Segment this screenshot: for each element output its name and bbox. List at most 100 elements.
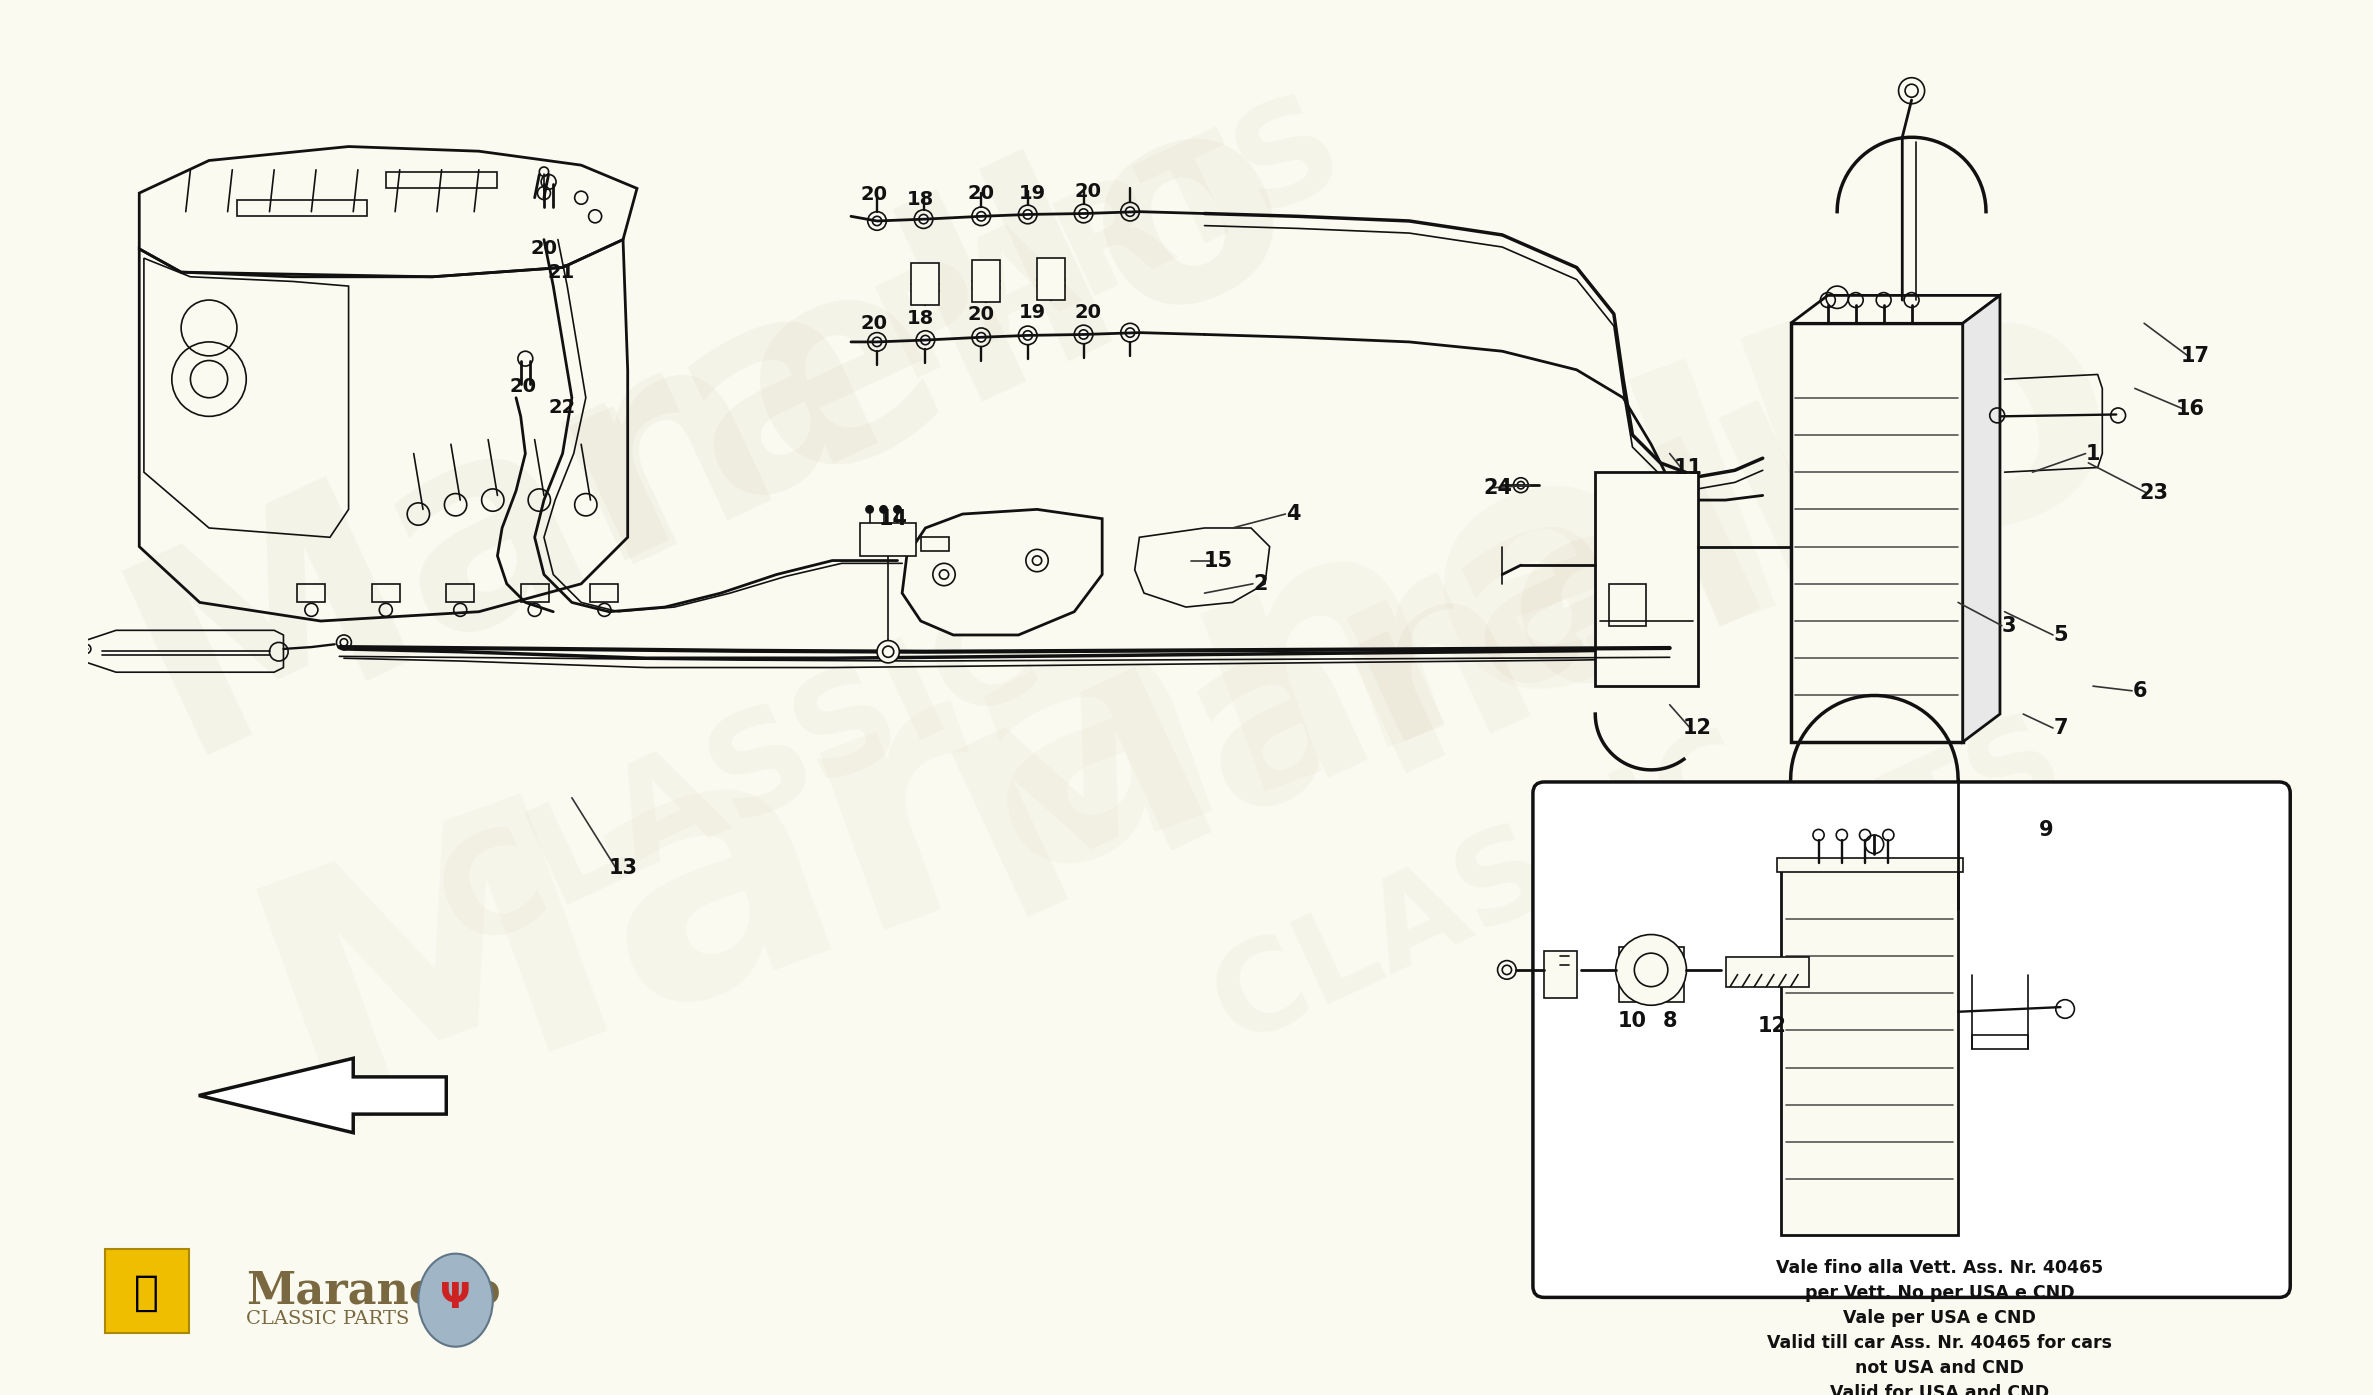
Polygon shape <box>902 509 1101 635</box>
Text: 4: 4 <box>1286 504 1300 525</box>
Bar <box>1777 858 1962 872</box>
Text: Mara: Mara <box>925 445 1671 964</box>
Bar <box>1725 957 1808 986</box>
Circle shape <box>880 505 888 513</box>
Text: 5: 5 <box>2053 625 2067 644</box>
Bar <box>446 583 475 603</box>
Text: per Vett. No per USA e CND: per Vett. No per USA e CND <box>1806 1283 2074 1302</box>
Text: 1: 1 <box>2086 444 2100 463</box>
Text: 23: 23 <box>2138 483 2169 502</box>
Text: 20: 20 <box>1075 181 1101 201</box>
Text: Valid till car Ass. Nr. 40465 for cars: Valid till car Ass. Nr. 40465 for cars <box>1768 1334 2112 1352</box>
Bar <box>104 1249 187 1332</box>
Polygon shape <box>1134 527 1270 607</box>
Circle shape <box>978 332 985 342</box>
Bar <box>1037 258 1065 300</box>
Circle shape <box>895 505 902 513</box>
Circle shape <box>1023 331 1032 340</box>
Text: 12: 12 <box>1758 1016 1787 1035</box>
Text: CLASSIC PARTS: CLASSIC PARTS <box>247 1310 411 1328</box>
Circle shape <box>918 215 928 223</box>
Text: 11: 11 <box>1673 458 1704 477</box>
Bar <box>1782 864 1958 1235</box>
Circle shape <box>1080 329 1089 339</box>
Text: Maranello: Maranello <box>247 1269 501 1313</box>
Bar <box>1545 951 1576 997</box>
Text: not USA and CND: not USA and CND <box>1856 1359 2024 1377</box>
Circle shape <box>1080 209 1089 218</box>
Polygon shape <box>1792 296 2000 324</box>
Text: 16: 16 <box>2176 399 2205 418</box>
Text: 17: 17 <box>2181 346 2209 365</box>
Text: CLASSIC: CLASSIC <box>418 582 1061 976</box>
Text: 24: 24 <box>1483 478 1512 498</box>
Bar <box>1972 1035 2029 1049</box>
Text: PARTS: PARTS <box>1630 696 2081 993</box>
Circle shape <box>1125 328 1134 338</box>
Text: 8: 8 <box>1663 1011 1678 1031</box>
Text: 20: 20 <box>1075 303 1101 322</box>
Circle shape <box>873 216 883 226</box>
Text: 14: 14 <box>878 509 906 529</box>
Circle shape <box>866 505 873 513</box>
Text: nello: nello <box>520 47 1331 617</box>
Circle shape <box>978 212 985 220</box>
Polygon shape <box>1962 296 2000 742</box>
Text: 12: 12 <box>1682 718 1711 738</box>
Text: Vale per USA e CND: Vale per USA e CND <box>1844 1309 2036 1327</box>
Text: 20: 20 <box>861 314 888 333</box>
Circle shape <box>878 640 899 663</box>
Bar <box>921 537 949 551</box>
Circle shape <box>921 335 930 345</box>
Bar <box>973 259 999 301</box>
FancyBboxPatch shape <box>1533 783 2290 1297</box>
Text: 13: 13 <box>607 858 638 877</box>
Bar <box>297 583 325 603</box>
Text: 18: 18 <box>906 310 935 328</box>
Circle shape <box>1516 481 1523 488</box>
Text: 19: 19 <box>1018 303 1046 322</box>
Bar <box>373 583 399 603</box>
Text: 20: 20 <box>532 240 558 258</box>
Bar <box>1618 947 1682 1003</box>
Text: 18: 18 <box>906 190 935 209</box>
Text: Maranello: Maranello <box>221 215 2162 1194</box>
Bar <box>237 199 368 216</box>
Text: 9: 9 <box>2038 820 2053 840</box>
Text: 19: 19 <box>1018 184 1046 202</box>
Text: 20: 20 <box>968 304 994 324</box>
Bar <box>387 172 498 188</box>
Text: Mara: Mara <box>93 230 921 808</box>
Text: nello: nello <box>1305 310 2034 820</box>
Bar <box>861 523 916 555</box>
Text: 22: 22 <box>548 398 577 417</box>
Text: 7: 7 <box>2053 718 2067 738</box>
Bar <box>591 583 619 603</box>
Text: 20: 20 <box>968 184 994 204</box>
Text: 2: 2 <box>1253 573 1267 594</box>
Text: Ψ: Ψ <box>441 1282 470 1315</box>
Text: Vale fino alla Vett. Ass. Nr. 40465: Vale fino alla Vett. Ass. Nr. 40465 <box>1775 1258 2102 1276</box>
Text: 15: 15 <box>1203 551 1234 571</box>
Bar <box>1609 583 1647 626</box>
Text: Valid for USA and CND: Valid for USA and CND <box>1830 1384 2048 1395</box>
Ellipse shape <box>418 1254 494 1346</box>
Polygon shape <box>199 1059 446 1133</box>
Text: 🐴: 🐴 <box>135 1272 159 1314</box>
Text: 21: 21 <box>548 262 574 282</box>
Circle shape <box>1023 209 1032 219</box>
Bar <box>1792 324 1962 742</box>
Circle shape <box>1616 935 1687 1006</box>
Text: 6: 6 <box>2133 681 2148 700</box>
Text: 3: 3 <box>2003 615 2017 636</box>
Bar <box>520 583 548 603</box>
Text: 20: 20 <box>510 377 536 396</box>
Text: CLASSIC: CLASSIC <box>1196 713 1773 1069</box>
Circle shape <box>873 338 883 346</box>
Text: PARTS: PARTS <box>859 74 1362 405</box>
Text: 20: 20 <box>861 186 888 205</box>
Bar <box>911 262 940 304</box>
Bar <box>1595 472 1697 686</box>
Text: 10: 10 <box>1618 1011 1647 1031</box>
Circle shape <box>1125 206 1134 216</box>
